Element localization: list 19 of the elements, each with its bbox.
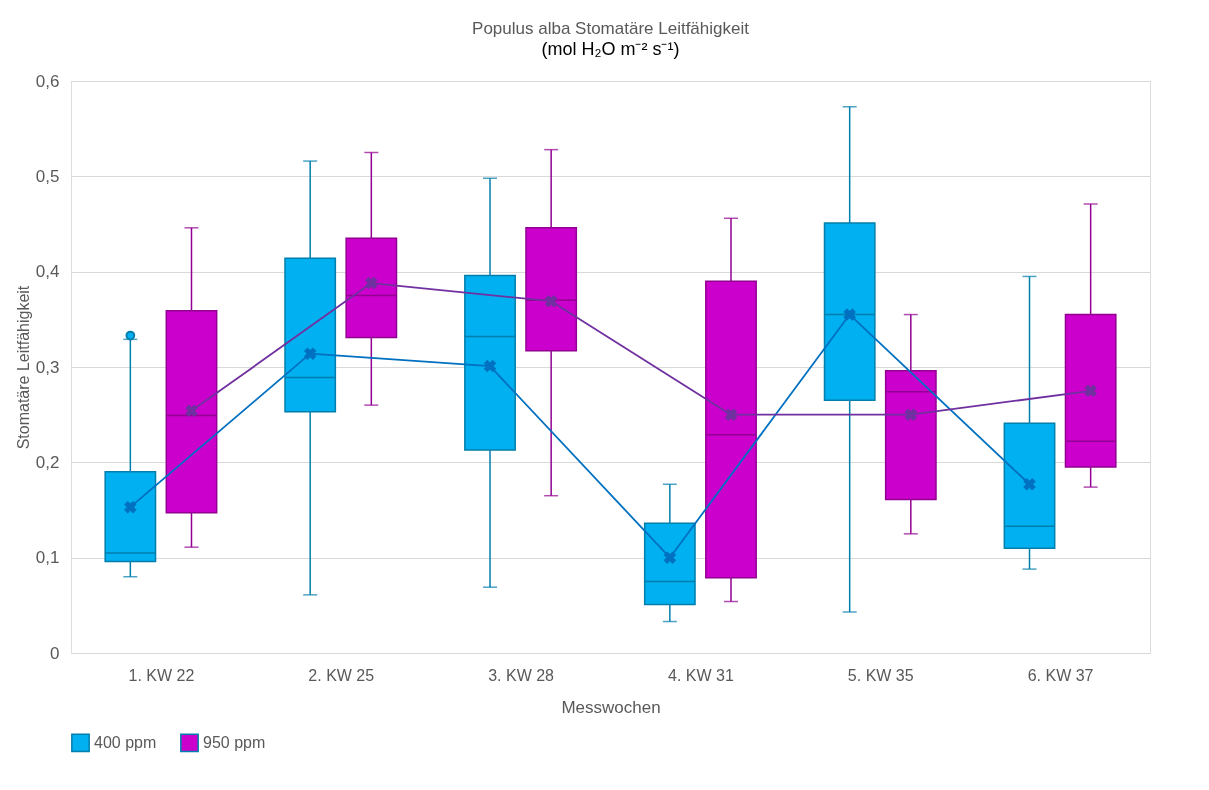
y-tick-label: 0,2	[35, 452, 60, 472]
legend-label: 400 ppm	[94, 733, 157, 751]
y-tick-label: 0,4	[35, 262, 60, 282]
legend-label: 950 ppm	[203, 733, 266, 751]
y-tick-label: 0	[50, 643, 60, 663]
x-tick-label: 1. KW 22	[128, 666, 195, 684]
x-tick-label: 6. KW 37	[1027, 666, 1094, 684]
x-tick-label: 4. KW 31	[668, 666, 734, 684]
chart-title: Populus alba Stomatäre Leitfähigkeit	[472, 19, 750, 38]
y-tick-label: 0,6	[35, 71, 60, 91]
x-axis-title: Messwochen	[561, 697, 661, 717]
x-tick-label: 5. KW 35	[847, 666, 914, 684]
y-tick-label: 0,1	[35, 548, 60, 568]
y-tick-label: 0,5	[35, 166, 60, 186]
x-tick-label: 3. KW 28	[488, 666, 555, 684]
x-tick-label: 2. KW 25	[308, 666, 375, 684]
y-tick-label: 0,3	[35, 357, 60, 377]
chart-subtitle: (mol H₂O m⁻² s⁻¹)	[541, 39, 680, 59]
y-axis-title: Stomatäre Leitfähigkeit	[14, 285, 32, 450]
